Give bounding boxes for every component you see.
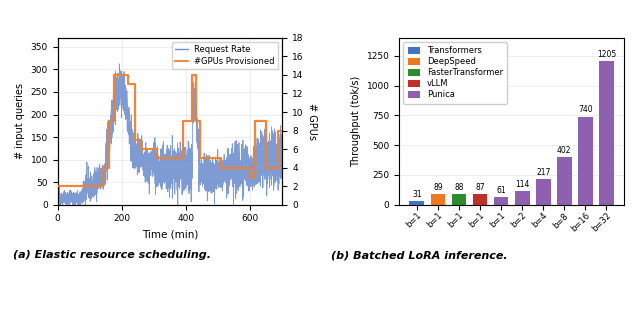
Text: (a) Elastic resource scheduling.: (a) Elastic resource scheduling.: [13, 250, 211, 260]
Y-axis label: # input queries: # input queries: [15, 83, 25, 159]
Text: 88: 88: [454, 183, 464, 192]
Bar: [473, 194, 488, 205]
Text: 114: 114: [515, 180, 529, 189]
Text: (b) Batched LoRA inference.: (b) Batched LoRA inference.: [331, 250, 508, 260]
Bar: [515, 191, 529, 205]
Text: 1205: 1205: [596, 50, 616, 59]
Y-axis label: # GPUs: # GPUs: [307, 103, 317, 140]
Y-axis label: Throughput (tok/s): Throughput (tok/s): [351, 76, 361, 167]
Text: 89: 89: [433, 183, 443, 192]
X-axis label: Time (min): Time (min): [142, 229, 198, 239]
Legend: Transformers, DeepSpeed, FasterTransformer, vLLM, Punica: Transformers, DeepSpeed, FasterTransform…: [403, 42, 507, 104]
Bar: [557, 157, 572, 205]
Bar: [431, 194, 445, 205]
Bar: [536, 179, 550, 205]
Bar: [410, 201, 424, 205]
Text: 402: 402: [557, 146, 572, 155]
Legend: Request Rate, #GPUs Provisioned: Request Rate, #GPUs Provisioned: [172, 42, 278, 69]
Bar: [493, 198, 508, 205]
Text: 87: 87: [476, 183, 485, 192]
Bar: [599, 61, 614, 205]
Text: 31: 31: [412, 190, 422, 199]
Bar: [578, 117, 593, 205]
Text: 217: 217: [536, 168, 550, 177]
Text: 61: 61: [496, 186, 506, 195]
Bar: [452, 194, 467, 205]
Text: 740: 740: [578, 105, 593, 114]
